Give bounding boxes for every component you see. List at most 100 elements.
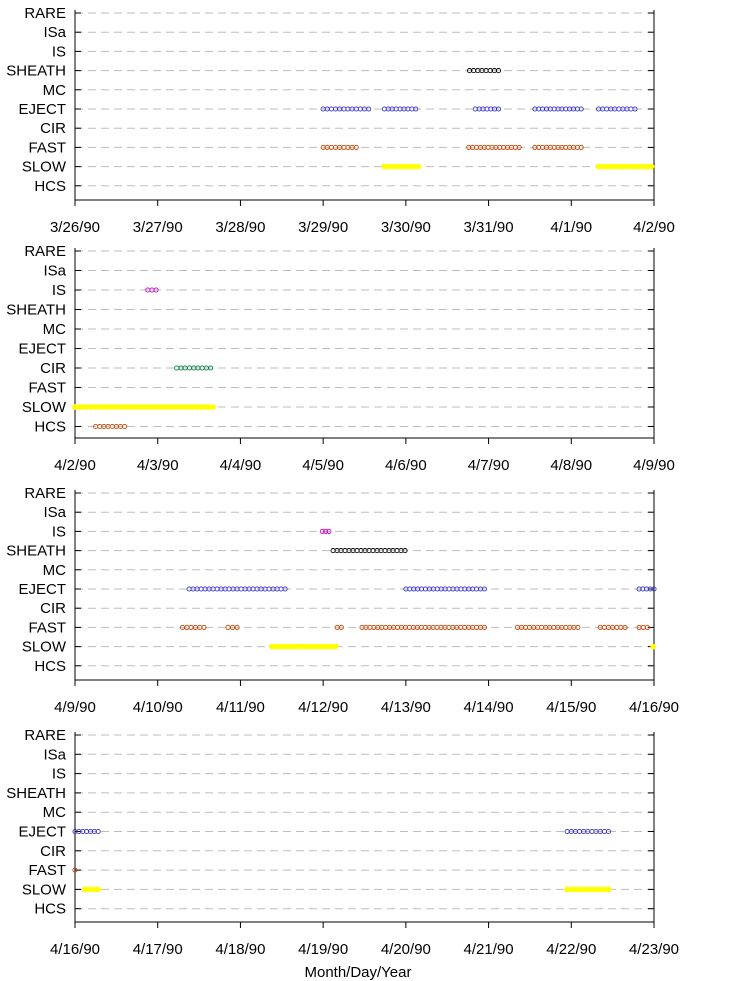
panel-1-category-label-mc: MC	[43, 321, 66, 338]
panel-0-point-fast-8-12	[578, 144, 584, 150]
panel-1-xtick-label-0: 4/2/90	[54, 457, 96, 474]
panel-3-point-eject-3-6	[589, 828, 595, 835]
panel-2-point-eject-4-4	[651, 586, 657, 592]
panel-3-xtick-label-0: 4/16/90	[50, 941, 100, 958]
panel-0-point-fast-7-13	[516, 144, 522, 150]
x-axis-title: Month/Day/Year	[304, 964, 411, 981]
panel-0-point-eject-5-5	[616, 106, 622, 112]
panel-0-category-label-hcs: HCS	[34, 178, 66, 195]
panel-2-point-fast-9-9	[551, 624, 557, 630]
panel-2-point-is-0-0	[319, 528, 325, 534]
panel-2-point-eject-4-2	[644, 586, 650, 592]
panel-2-point-eject-4-3	[647, 586, 653, 592]
panel-1-xtick-label-2: 4/4/90	[220, 457, 262, 474]
panel-3-category-label-sheath: SHEATH	[6, 785, 66, 802]
panel-1-xtick-label-4: 4/6/90	[385, 457, 427, 474]
panel-1-category-label-hcs: HCS	[34, 419, 66, 436]
panel-2-point-fast-6-0	[225, 624, 231, 630]
panel-3-category-label-rare: RARE	[24, 727, 66, 744]
panel-3-point-eject-3-0	[564, 828, 570, 835]
panel-0-xtick-label-3: 3/29/90	[298, 219, 348, 236]
panel-3-category-label-mc: MC	[43, 804, 66, 821]
panel-2-point-fast-5-5	[201, 624, 207, 630]
panel-2-category-label-eject: EJECT	[18, 581, 66, 598]
panel-0-category-label-isa: ISa	[43, 24, 66, 41]
panel-3-category-label-cir: CIR	[40, 843, 66, 860]
panel-2-category-label-isa: ISa	[43, 504, 66, 521]
panel-1-point-hcs-3-7	[122, 423, 128, 430]
panel-0-point-slow-10-13	[648, 163, 655, 170]
panel-0-point-sheath-0-7	[495, 68, 502, 74]
panel-2-point-eject-3-20	[481, 586, 487, 592]
panel-0-point-eject-5-8	[628, 106, 634, 112]
panel-0-xtick-label-5: 3/31/90	[464, 219, 514, 236]
panel-1-point-cir-1-0	[174, 365, 180, 371]
panel-1-xtick-label-7: 4/9/90	[633, 457, 675, 474]
panel-3-xtick-label-1: 4/17/90	[133, 941, 183, 958]
panel-0-point-eject-3-6	[495, 106, 502, 112]
panel-0-category-label-eject: EJECT	[18, 101, 66, 118]
panel-0-category-label-rare: RARE	[24, 5, 66, 22]
panel-3-xtick-label-4: 4/20/90	[381, 941, 431, 958]
panel-3-category-label-slow: SLOW	[22, 881, 67, 898]
panel-1-point-is-0-2	[153, 287, 159, 293]
panel-0-category-label-cir: CIR	[40, 120, 66, 137]
panel-3-point-eject-3-10	[605, 828, 612, 835]
panel-0-xtick-label-4: 3/30/90	[381, 219, 431, 236]
panel-3-xtick-label-6: 4/22/90	[546, 941, 596, 958]
panel-0-xtick-label-0: 3/26/90	[50, 219, 100, 236]
panel-1-point-cir-1-8	[208, 365, 214, 371]
panel-2-xtick-label-4: 4/13/90	[381, 699, 431, 716]
panel-0-xtick-label-1: 3/27/90	[133, 219, 183, 236]
panel-3-point-slow-4-10	[605, 886, 612, 893]
panel-0-point-eject-5-9	[632, 106, 638, 112]
panel-1-category-label-slow: SLOW	[22, 399, 67, 416]
panel-1-point-hcs-3-4	[109, 423, 115, 430]
panel-3-category-label-isa: ISa	[43, 746, 66, 763]
panel-1-point-cir-1-6	[199, 365, 205, 371]
panel-1-category-label-isa: ISa	[43, 263, 66, 280]
panel-3-xtick-label-7: 4/23/90	[629, 941, 679, 958]
panel-2-point-fast-8-31	[481, 624, 487, 630]
panel-3-category-label-eject: EJECT	[18, 824, 66, 841]
panel-1-category-label-eject: EJECT	[18, 341, 66, 358]
panel-2-category-label-cir: CIR	[40, 600, 66, 617]
panel-3-category-label-fast: FAST	[28, 862, 66, 879]
panel-2-xtick-label-0: 4/9/90	[54, 699, 96, 716]
panel-1-category-label-rare: RARE	[24, 243, 66, 260]
panel-0-category-label-sheath: SHEATH	[6, 63, 66, 80]
panel-3-xtick-label-2: 4/18/90	[215, 941, 265, 958]
panel-2-point-slow-12-16	[332, 643, 339, 650]
panel-2-point-sheath-1-18	[402, 548, 408, 554]
panel-1-xtick-label-3: 4/5/90	[302, 457, 344, 474]
panel-2-point-fast-7-1	[338, 624, 344, 630]
panel-0-point-fast-6-8	[353, 144, 359, 150]
panel-2-category-label-is: IS	[52, 523, 66, 540]
panel-3-point-eject-3-3	[577, 828, 583, 835]
panel-3-point-eject-0-6	[95, 828, 101, 835]
panel-3-point-slow-2-3	[95, 886, 102, 893]
panel-2-xtick-label-2: 4/11/90	[216, 699, 265, 716]
panel-2-point-fast-6-2	[234, 624, 240, 630]
panel-2-category-label-sheath: SHEATH	[6, 543, 66, 560]
panel-0-xtick-label-6: 4/1/90	[550, 219, 592, 236]
panel-1-xtick-label-5: 4/7/90	[468, 457, 510, 474]
panel-2-point-eject-4-1	[640, 586, 646, 592]
panel-1-category-label-is: IS	[52, 282, 66, 299]
panel-2-category-label-mc: MC	[43, 562, 66, 579]
panel-2-point-fast-10-6	[622, 624, 628, 630]
panel-2-xtick-label-3: 4/12/90	[298, 699, 348, 716]
panel-2-point-eject-4-0	[636, 586, 642, 592]
panel-3-category-label-is: IS	[52, 766, 66, 783]
panel-3-category-label-hcs: HCS	[34, 901, 66, 918]
panel-3-xtick-label-5: 4/21/90	[464, 941, 514, 958]
panel-1-category-label-sheath: SHEATH	[6, 302, 66, 319]
panel-2-point-fast-9-15	[575, 624, 581, 630]
panel-0-category-label-mc: MC	[43, 82, 66, 99]
panel-0-category-label-slow: SLOW	[22, 159, 67, 176]
panel-2-xtick-label-7: 4/16/90	[629, 699, 679, 716]
panel-3-xtick-label-3: 4/19/90	[298, 941, 348, 958]
panel-1-point-cir-1-3	[186, 365, 193, 371]
panel-0-point-eject-1-11	[366, 106, 372, 112]
panel-2-point-fast-11-2	[644, 624, 650, 630]
